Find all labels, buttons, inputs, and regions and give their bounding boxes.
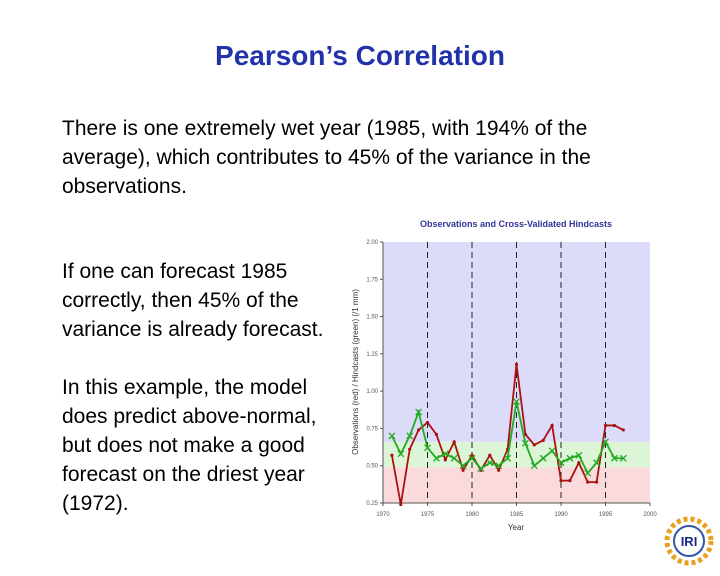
point bbox=[417, 428, 421, 432]
x-tick-label: 2000 bbox=[643, 512, 657, 518]
point bbox=[488, 453, 492, 457]
point bbox=[415, 408, 423, 416]
point bbox=[577, 461, 581, 465]
point bbox=[390, 453, 394, 457]
point bbox=[557, 459, 565, 467]
point bbox=[612, 423, 617, 428]
point bbox=[566, 454, 574, 462]
y-tick-label: 1.25 bbox=[366, 352, 378, 358]
logo-text: IRI bbox=[681, 534, 698, 549]
point bbox=[406, 432, 414, 440]
point bbox=[468, 454, 476, 462]
y-tick-label: 0.75 bbox=[366, 426, 378, 432]
paragraph: There is one extremely wet year (1985, w… bbox=[62, 117, 591, 198]
point bbox=[470, 453, 474, 457]
y-axis-label: Observations (red) / Hindcasts (green) (… bbox=[351, 289, 360, 455]
point bbox=[388, 432, 396, 440]
point bbox=[513, 398, 520, 406]
point bbox=[548, 447, 556, 455]
point bbox=[521, 439, 529, 447]
point bbox=[593, 459, 601, 467]
x-tick-label: 1970 bbox=[376, 512, 390, 518]
point bbox=[408, 447, 412, 451]
point bbox=[532, 443, 536, 447]
y-tick-label: 1.50 bbox=[366, 315, 378, 321]
point bbox=[397, 450, 405, 458]
y-tick-label: 0.50 bbox=[366, 464, 378, 470]
y-tick-label: 2.00 bbox=[366, 240, 378, 246]
point bbox=[523, 432, 528, 436]
point bbox=[425, 420, 430, 425]
point bbox=[504, 454, 512, 462]
point bbox=[424, 444, 431, 452]
point bbox=[514, 362, 519, 366]
x-tick-label: 1995 bbox=[599, 512, 613, 518]
point bbox=[486, 459, 494, 467]
point bbox=[539, 454, 547, 462]
point bbox=[541, 438, 545, 442]
point bbox=[559, 479, 563, 483]
point bbox=[497, 468, 501, 472]
point bbox=[575, 451, 583, 459]
logo-core bbox=[673, 525, 705, 557]
point bbox=[461, 468, 465, 472]
chart-title: Observations and Cross-Validated Hindcas… bbox=[420, 219, 612, 229]
point bbox=[595, 480, 599, 484]
point bbox=[602, 438, 609, 446]
x-tick-label: 1975 bbox=[421, 512, 435, 518]
point bbox=[584, 469, 592, 477]
point bbox=[586, 480, 590, 484]
point bbox=[459, 462, 467, 470]
point bbox=[619, 454, 627, 462]
paragraph: If one can forecast 1985 correctly, then… bbox=[62, 260, 324, 341]
x-axis-label: Year bbox=[508, 523, 525, 532]
y-tick-label: 1.75 bbox=[366, 277, 378, 283]
x-tick-label: 1990 bbox=[554, 512, 568, 518]
point bbox=[477, 465, 485, 473]
slide-title: Pearson’s Correlation bbox=[215, 40, 505, 71]
x-tick-label: 1985 bbox=[510, 512, 524, 518]
point bbox=[610, 454, 618, 462]
point bbox=[450, 454, 458, 462]
x-tick-label: 1980 bbox=[465, 512, 479, 518]
point bbox=[550, 423, 554, 428]
point bbox=[621, 428, 625, 432]
point bbox=[432, 454, 440, 462]
y-tick-label: 0.25 bbox=[366, 501, 378, 507]
paragraph: In this example, the model does predict … bbox=[62, 376, 317, 515]
logo-ring bbox=[664, 516, 714, 566]
point bbox=[443, 458, 447, 462]
y-tick-label: 1.00 bbox=[366, 389, 378, 395]
point bbox=[568, 479, 572, 483]
point bbox=[452, 440, 456, 444]
point bbox=[603, 423, 608, 428]
point bbox=[530, 462, 538, 470]
point bbox=[495, 462, 503, 470]
point bbox=[399, 502, 403, 507]
point bbox=[441, 450, 449, 458]
point bbox=[434, 432, 438, 436]
tercile-band bbox=[383, 242, 650, 442]
